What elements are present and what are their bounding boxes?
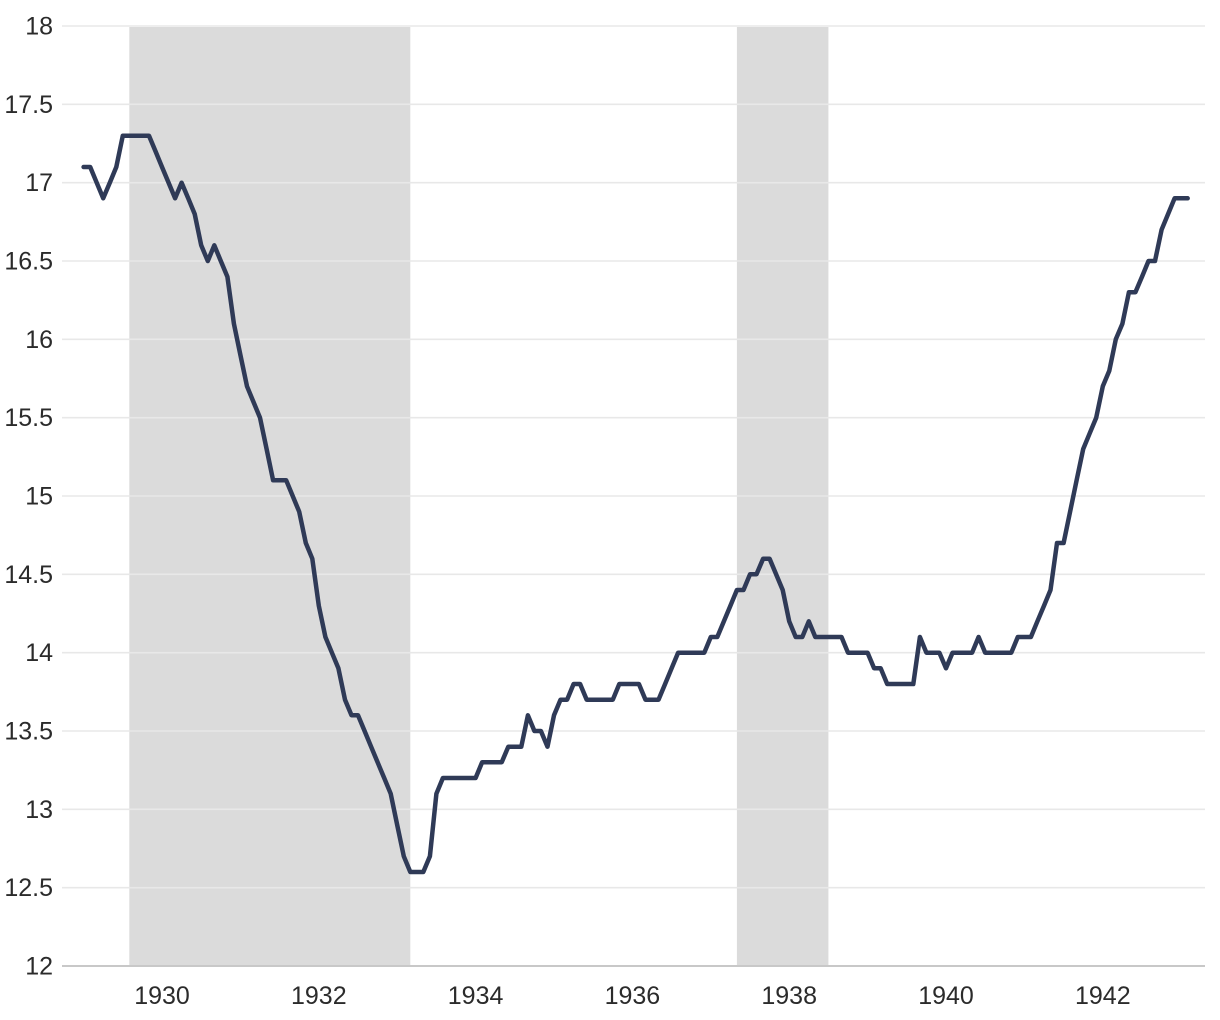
x-tick-label: 1930 <box>134 982 190 1010</box>
y-tick-label: 14.5 <box>4 561 53 589</box>
y-tick-label: 13 <box>25 796 53 824</box>
y-tick-label: 12.5 <box>4 874 53 902</box>
y-tick-label: 15 <box>25 483 53 511</box>
x-tick-label: 1932 <box>291 982 347 1010</box>
x-tick-label: 1938 <box>761 982 817 1010</box>
y-tick-label: 15.5 <box>4 404 53 432</box>
y-tick-label: 13.5 <box>4 718 53 746</box>
y-tick-label: 14 <box>25 639 53 667</box>
y-tick-label: 17.5 <box>4 91 53 119</box>
x-tick-label: 1940 <box>918 982 974 1010</box>
y-tick-label: 12 <box>25 953 53 981</box>
x-tick-label: 1942 <box>1075 982 1131 1010</box>
data-line <box>81 133 1190 875</box>
x-tick-label: 1936 <box>605 982 661 1010</box>
y-tick-label: 17 <box>25 169 53 197</box>
x-tick-label: 1934 <box>448 982 504 1010</box>
y-tick-label: 16.5 <box>4 248 53 276</box>
y-tick-label: 18 <box>25 13 53 41</box>
y-tick-label: 16 <box>25 326 53 354</box>
